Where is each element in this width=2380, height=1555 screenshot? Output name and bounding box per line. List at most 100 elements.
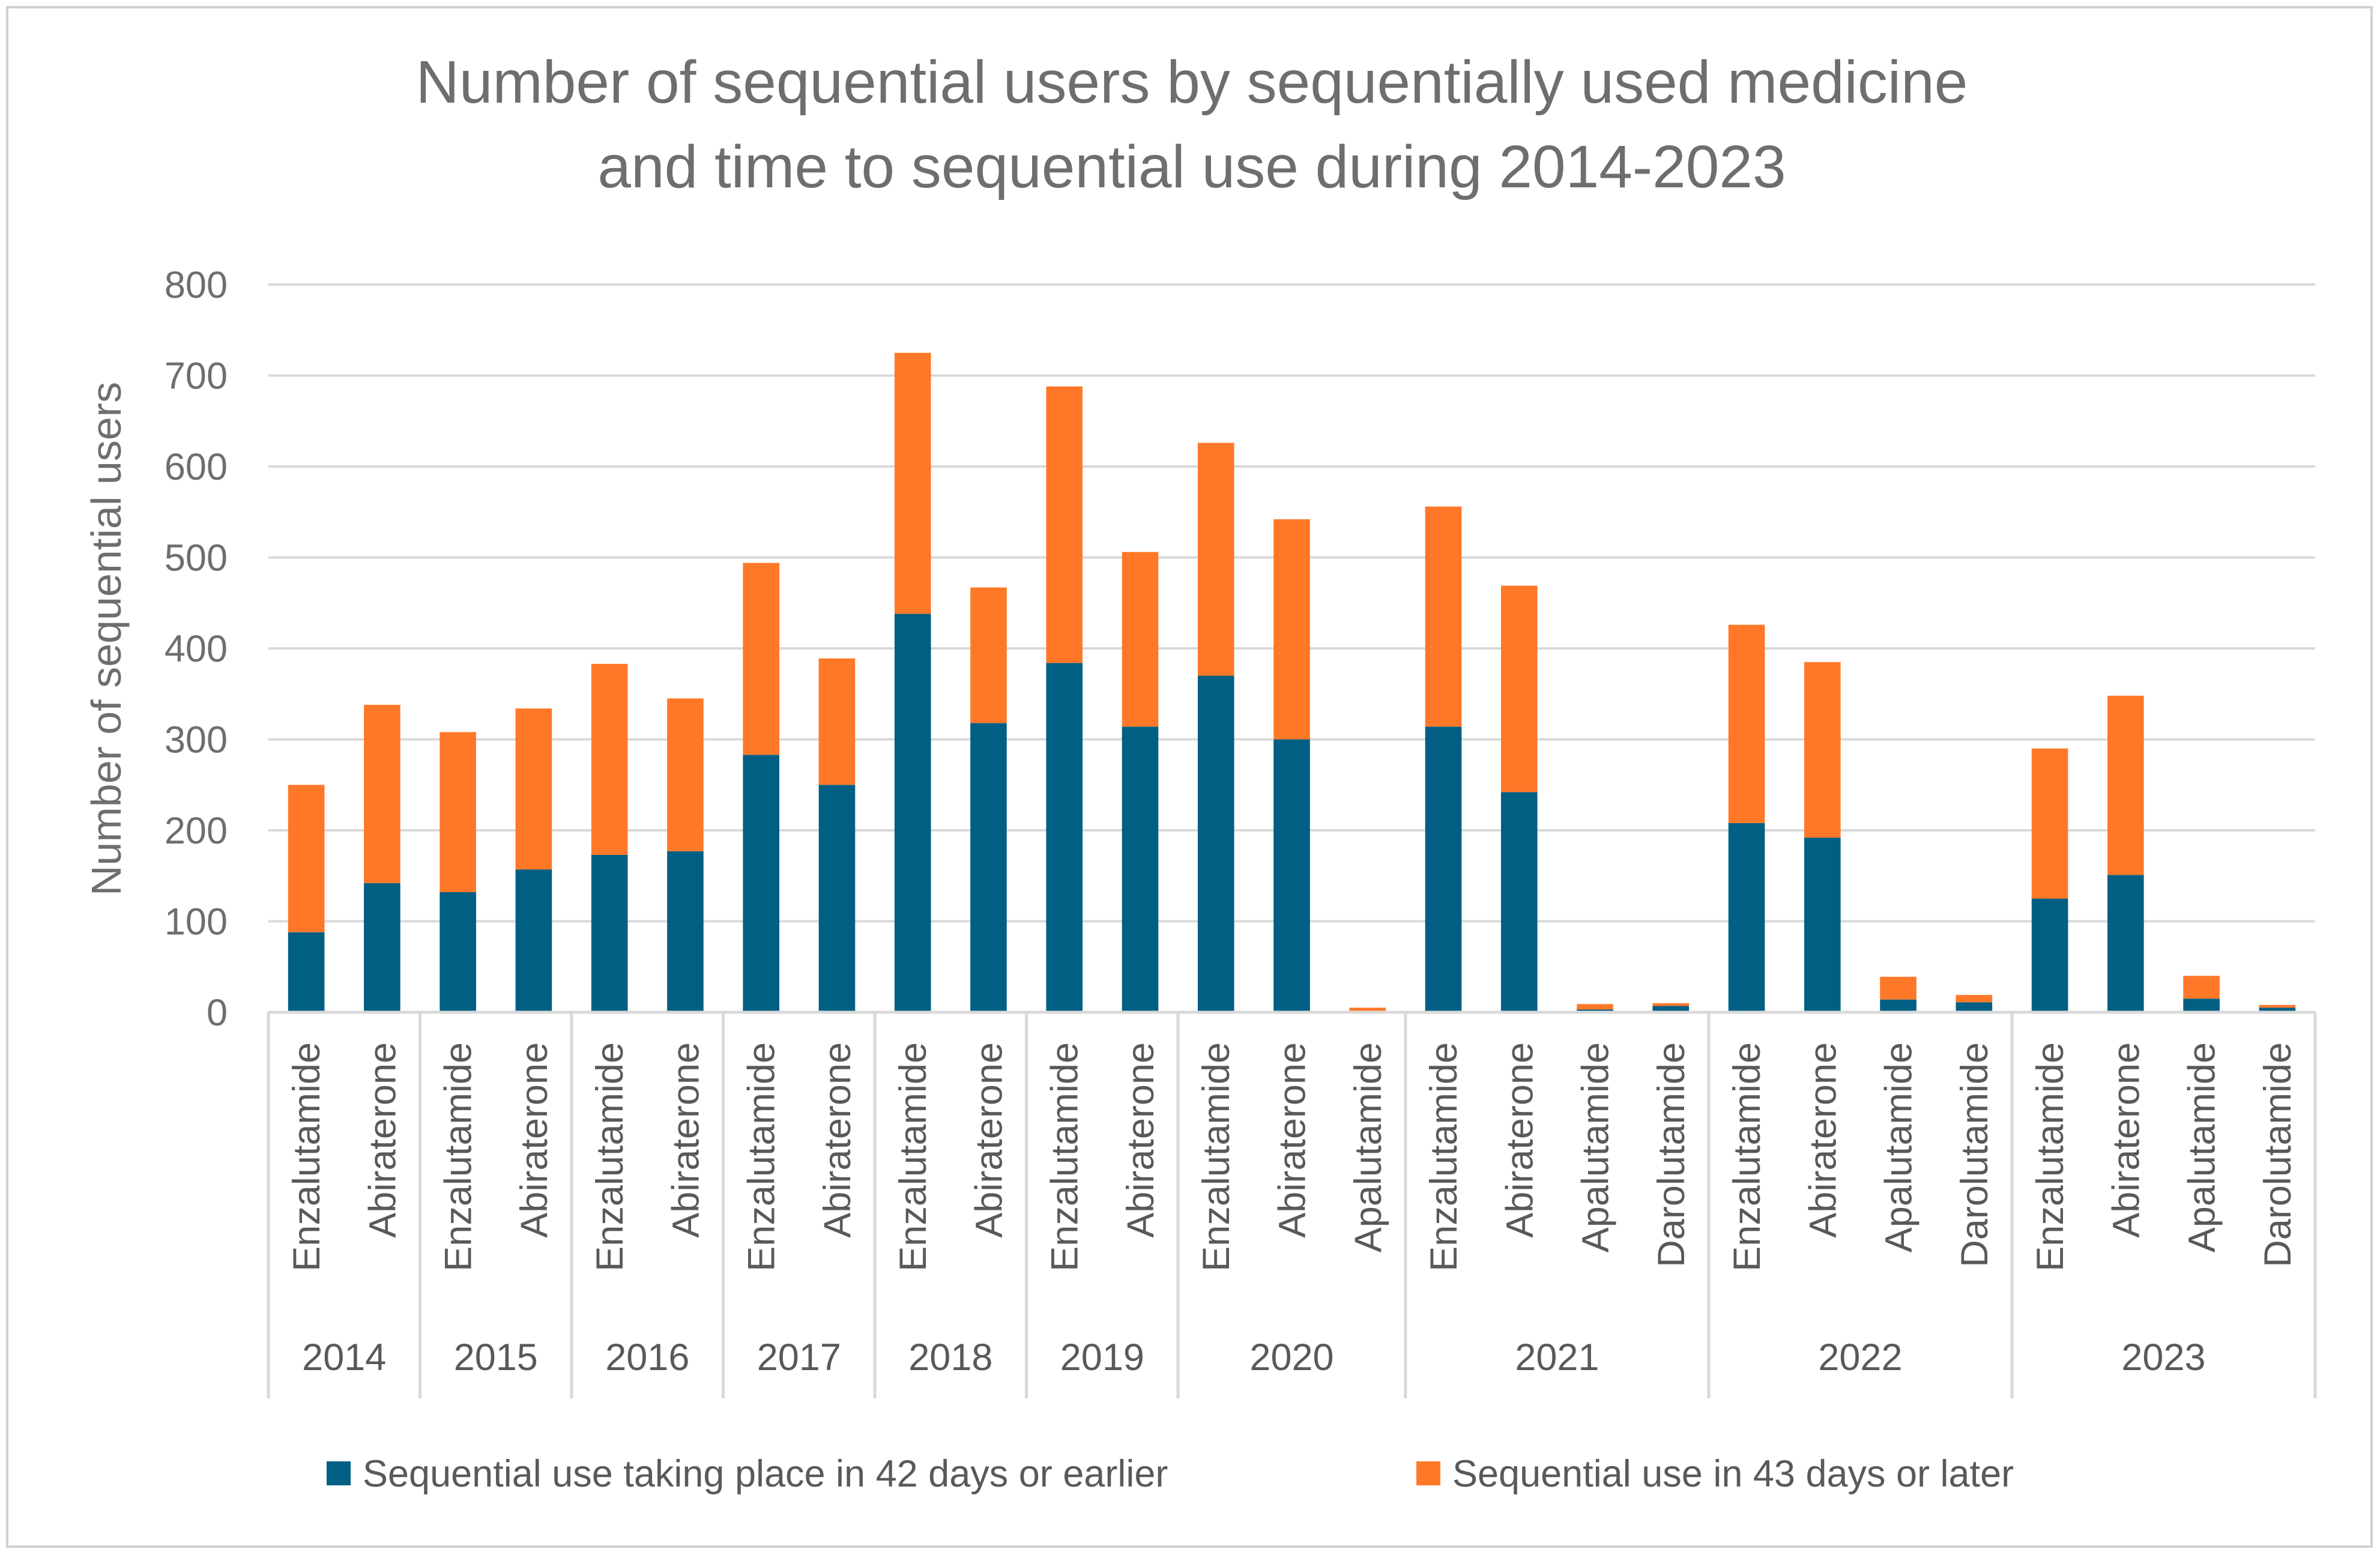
bar-early-enzalutamide-2018 (894, 614, 931, 1012)
x-tick-label-abiraterone: Abiraterone (2105, 1042, 2147, 1238)
legend: Sequential use taking place in 42 days o… (327, 1453, 2014, 1495)
group-label-2022: 2022 (1818, 1336, 1902, 1378)
x-tick-label-enzalutamide: Enzalutamide (438, 1042, 480, 1272)
bar-late-apalutamide-2022 (1880, 976, 1916, 1000)
group-label-2016: 2016 (605, 1336, 689, 1378)
bar-early-enzalutamide-2021 (1425, 726, 1462, 1012)
chart-title-line-2: and time to sequential use during 2014-2… (597, 133, 1786, 201)
bar-early-abiraterone-2021 (1500, 792, 1538, 1012)
bar-early-darolutamide-2023 (2259, 1007, 2296, 1012)
bar-early-enzalutamide-2019 (1046, 663, 1083, 1012)
bar-late-enzalutamide-2017 (743, 563, 779, 755)
bars (288, 352, 2296, 1012)
group-label-2014: 2014 (302, 1336, 386, 1378)
y-tick-label-100: 100 (165, 901, 228, 943)
bar-early-enzalutamide-2014 (288, 932, 325, 1012)
x-tick-label-enzalutamide: Enzalutamide (741, 1042, 783, 1272)
bar-early-darolutamide-2021 (1652, 1006, 1690, 1012)
bar-early-enzalutamide-2017 (743, 755, 779, 1012)
group-label-2018: 2018 (908, 1336, 992, 1378)
x-tick-label-abiraterone: Abiraterone (1802, 1042, 1844, 1238)
bar-late-abiraterone-2023 (2107, 695, 2144, 875)
bar-late-abiraterone-2021 (1500, 585, 1538, 793)
bar-early-abiraterone-2016 (667, 851, 704, 1012)
x-tick-label-enzalutamide: Enzalutamide (2029, 1042, 2071, 1272)
y-tick-label-0: 0 (207, 992, 228, 1034)
bar-late-abiraterone-2015 (515, 708, 552, 870)
x-tick-label-enzalutamide: Enzalutamide (589, 1042, 631, 1272)
bar-early-abiraterone-2023 (2107, 875, 2144, 1012)
x-tick-label-enzalutamide: Enzalutamide (1726, 1042, 1768, 1272)
bar-late-enzalutamide-2016 (591, 663, 628, 855)
x-tick-label-enzalutamide: Enzalutamide (286, 1042, 328, 1272)
bar-late-enzalutamide-2015 (439, 732, 476, 893)
x-tick-label-abiraterone: Abiraterone (513, 1042, 555, 1238)
bar-late-apalutamide-2021 (1577, 1004, 1613, 1010)
bar-late-enzalutamide-2018 (894, 352, 931, 614)
bar-late-enzalutamide-2022 (1728, 624, 1765, 823)
y-tick-label-400: 400 (165, 628, 228, 670)
bar-late-enzalutamide-2019 (1046, 386, 1083, 663)
y-tick-label-300: 300 (165, 719, 228, 761)
x-tick-label-abiraterone: Abiraterone (1499, 1042, 1541, 1238)
bar-late-abiraterone-2017 (818, 658, 856, 785)
bar-late-darolutamide-2022 (1956, 995, 1993, 1003)
x-tick-label-darolutamide: Darolutamide (1651, 1042, 1693, 1267)
bar-early-enzalutamide-2020 (1197, 675, 1234, 1012)
x-tick-label-enzalutamide: Enzalutamide (1044, 1042, 1086, 1272)
legend-label-early: Sequential use taking place in 42 days o… (363, 1453, 1168, 1495)
bar-late-enzalutamide-2023 (2031, 748, 2068, 899)
bar-late-abiraterone-2019 (1122, 552, 1159, 727)
bar-late-abiraterone-2016 (667, 698, 704, 851)
y-tick-label-800: 800 (165, 264, 228, 306)
bar-late-abiraterone-2018 (970, 587, 1007, 723)
bar-early-darolutamide-2022 (1956, 1002, 1993, 1012)
x-tick-label-abiraterone: Abiraterone (968, 1042, 1010, 1238)
group-label-2021: 2021 (1515, 1336, 1599, 1378)
x-tick-label-enzalutamide: Enzalutamide (1423, 1042, 1465, 1272)
bar-early-abiraterone-2022 (1804, 838, 1841, 1012)
group-label-2017: 2017 (757, 1336, 841, 1378)
x-axis: 2014 2015 2016 2017 2018 2019 2020 2021 2022 2023… (267, 1010, 2317, 1398)
bar-late-abiraterone-2020 (1273, 519, 1310, 740)
chart-frame: Number of sequential users by sequential… (6, 6, 2373, 1548)
y-axis-label: Number of sequential users (83, 382, 130, 896)
group-label-2020: 2020 (1249, 1336, 1333, 1378)
y-tick-label-600: 600 (165, 446, 228, 488)
bar-late-darolutamide-2021 (1652, 1003, 1690, 1006)
legend-label-late: Sequential use in 43 days or later (1452, 1453, 2014, 1495)
x-tick-label-enzalutamide: Enzalutamide (892, 1042, 934, 1272)
x-tick-label-enzalutamide: Enzalutamide (1195, 1042, 1237, 1272)
x-tick-label-darolutamide: Darolutamide (2257, 1042, 2299, 1267)
bar-early-enzalutamide-2016 (591, 854, 628, 1012)
legend-swatch-late (1416, 1461, 1440, 1485)
bar-early-apalutamide-2023 (2183, 998, 2220, 1012)
bar-late-enzalutamide-2014 (288, 785, 325, 932)
bar-early-abiraterone-2015 (515, 869, 552, 1012)
y-tick-label-700: 700 (165, 355, 228, 397)
bar-early-enzalutamide-2023 (2031, 898, 2068, 1012)
bar-late-enzalutamide-2021 (1425, 506, 1462, 727)
y-tick-label-200: 200 (165, 810, 228, 852)
x-tick-label-darolutamide: Darolutamide (1954, 1042, 1996, 1267)
x-tick-label-abiraterone: Abiraterone (817, 1042, 859, 1238)
x-tick-label-abiraterone: Abiraterone (361, 1042, 403, 1238)
bar-early-enzalutamide-2015 (439, 892, 476, 1012)
legend-swatch-early (327, 1461, 351, 1485)
bar-early-enzalutamide-2022 (1728, 823, 1765, 1012)
x-tick-label-apalutamide: Apalutamide (1878, 1042, 1920, 1252)
chart-title-line-1: Number of sequential users by sequential… (416, 49, 1968, 116)
x-tick-label-apalutamide: Apalutamide (1575, 1042, 1617, 1252)
bar-late-apalutamide-2023 (2183, 976, 2220, 999)
group-label-2019: 2019 (1060, 1336, 1144, 1378)
bar-early-abiraterone-2017 (818, 785, 856, 1012)
bar-early-apalutamide-2022 (1880, 999, 1916, 1012)
x-tick-label-abiraterone: Abiraterone (1120, 1042, 1162, 1238)
group-label-2023: 2023 (2121, 1336, 2205, 1378)
x-tick-label-abiraterone: Abiraterone (1272, 1042, 1314, 1238)
y-tick-label-500: 500 (165, 537, 228, 579)
bar-late-abiraterone-2014 (364, 704, 400, 883)
x-tick-label-abiraterone: Abiraterone (665, 1042, 707, 1238)
chart-svg: Number of sequential users by sequential… (83, 49, 2317, 1495)
bar-late-apalutamide-2020 (1349, 1007, 1386, 1012)
